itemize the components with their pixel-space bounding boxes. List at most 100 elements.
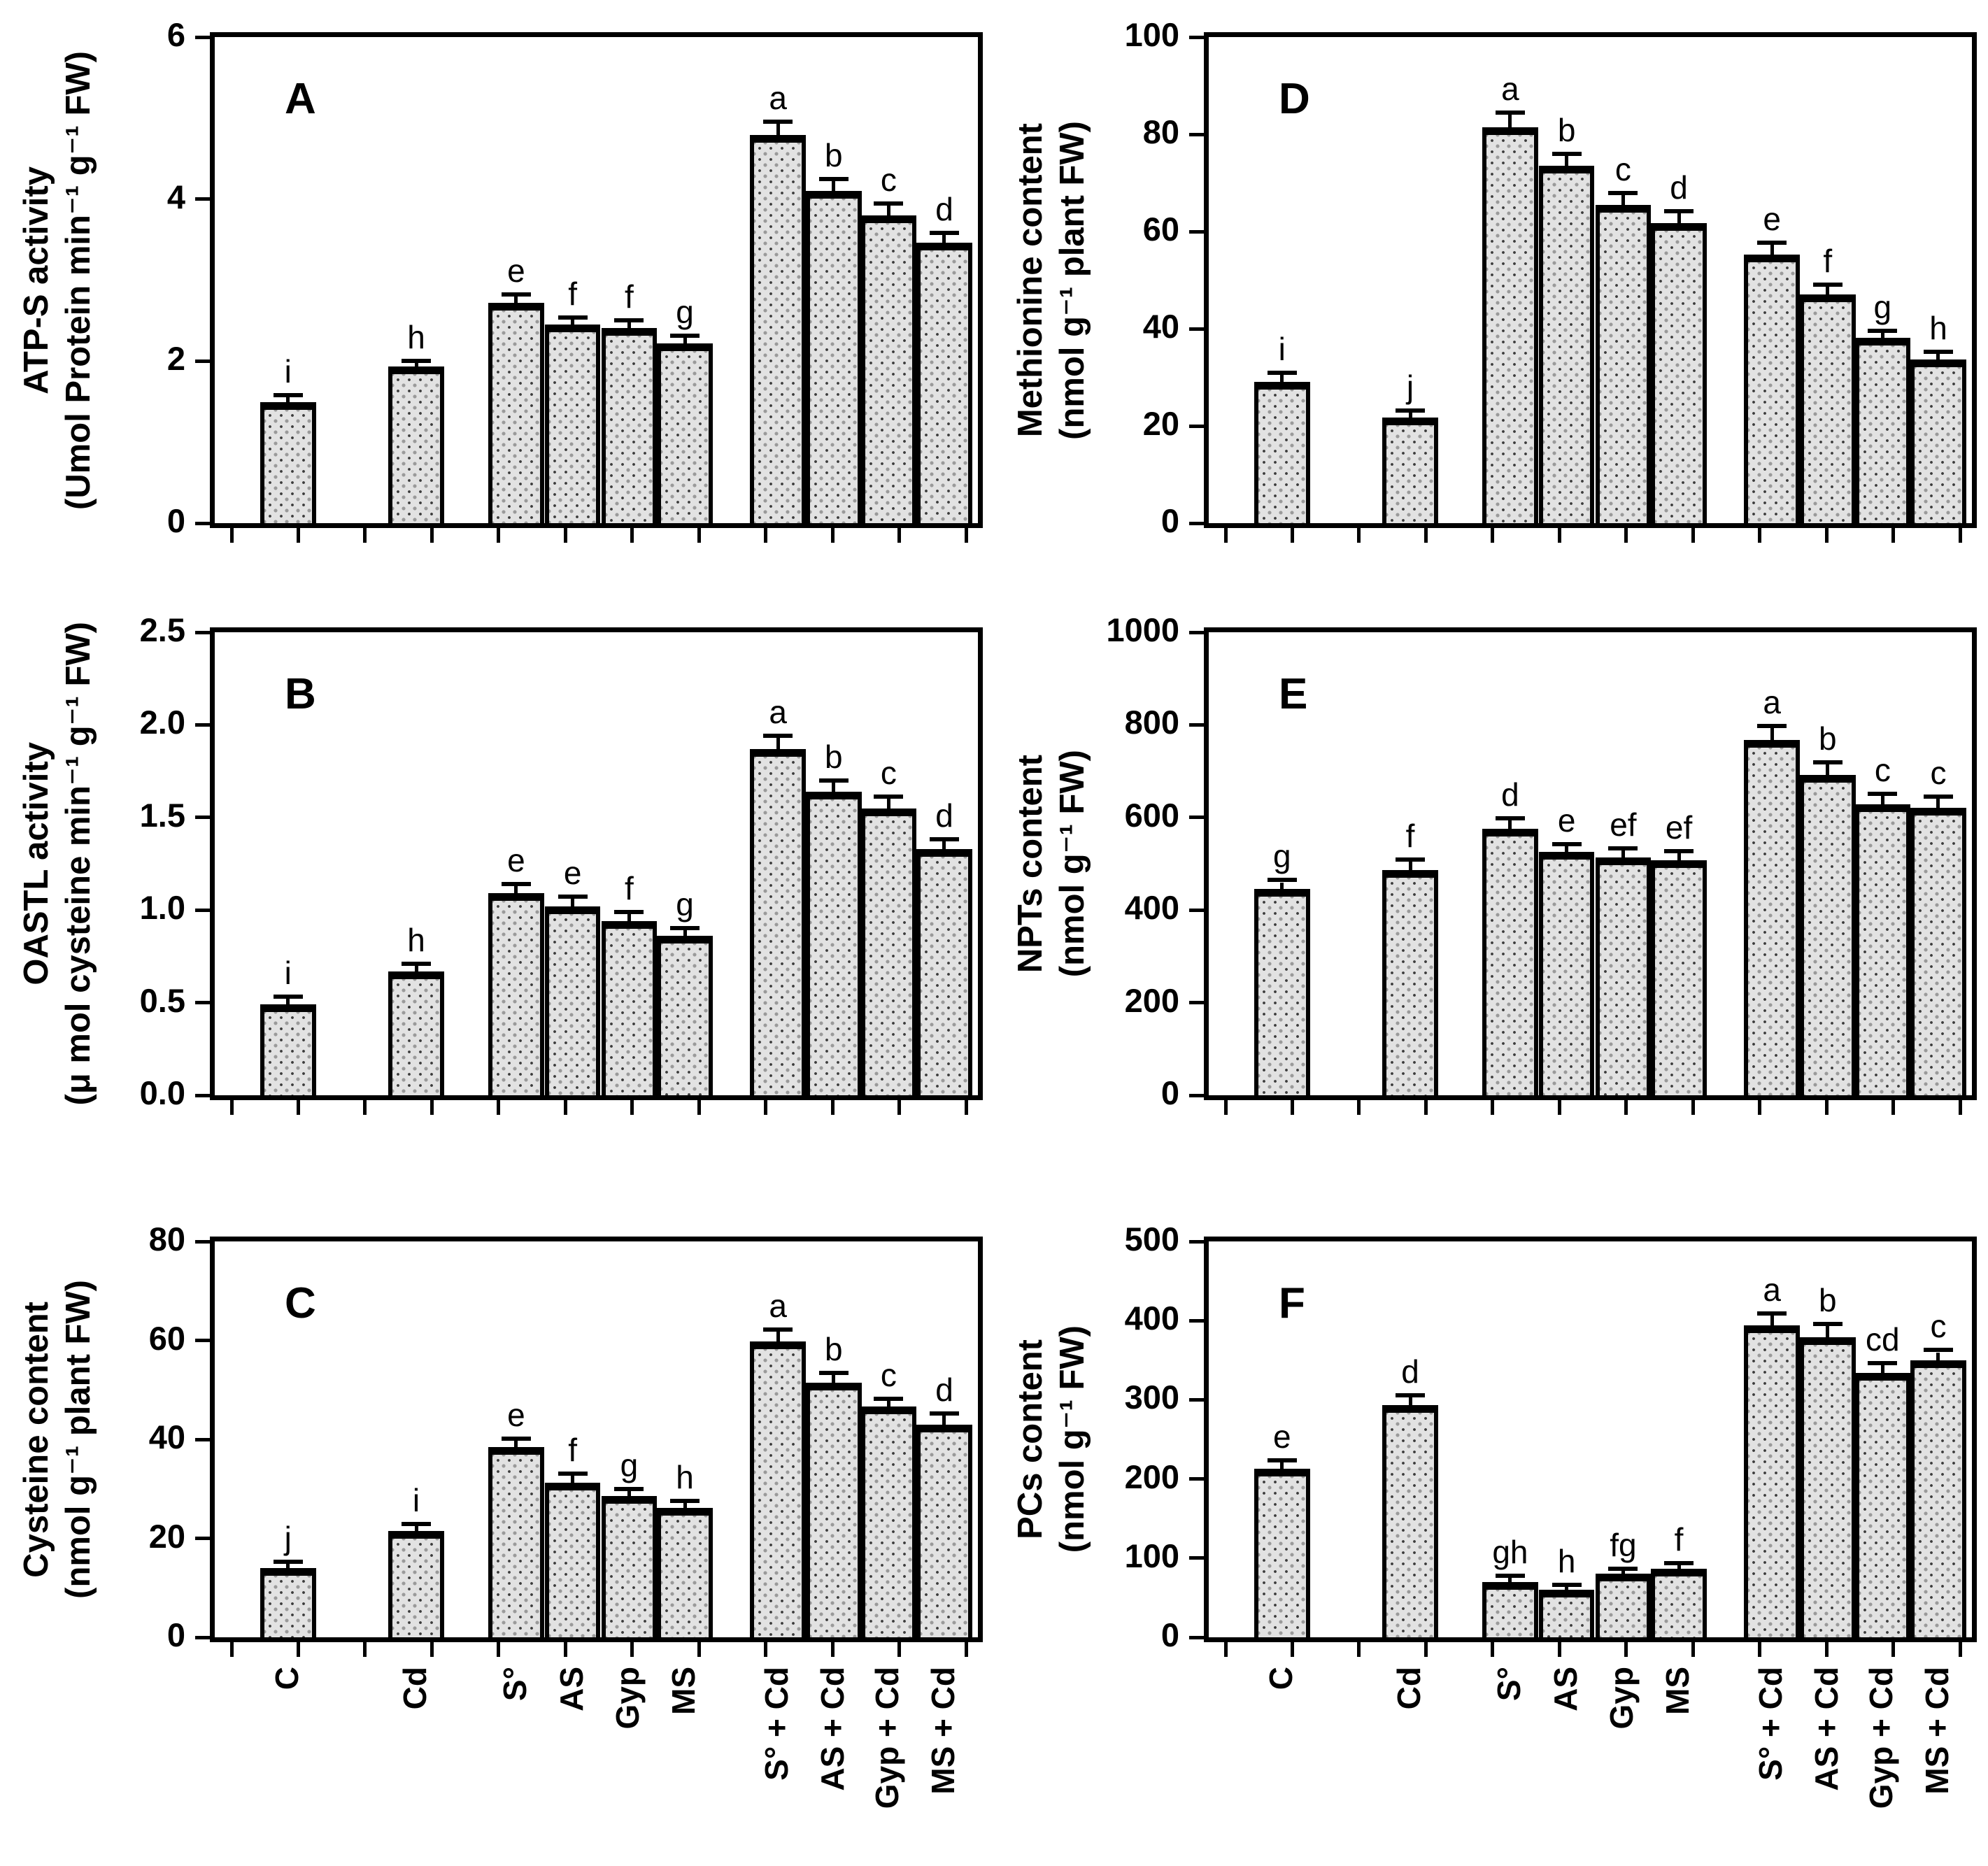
x-tick — [563, 1100, 567, 1115]
sig-letter-C-4: f — [568, 1431, 578, 1468]
y-axis-title-A: ATP-S activity (Umol Protein min⁻¹ g⁻¹ FW… — [10, 37, 105, 523]
x-tick — [497, 1642, 501, 1657]
x-tick — [1958, 528, 1962, 543]
bar-E-S° — [1482, 828, 1538, 1095]
y-tick-label: 500 — [1124, 1220, 1179, 1258]
sig-letter-B-10: d — [935, 797, 953, 834]
x-tick — [1624, 1642, 1628, 1657]
x-tick — [229, 1642, 234, 1657]
y-axis-title-line1: Methionine content — [1011, 122, 1050, 438]
x-tick — [1357, 528, 1361, 543]
sig-letter-C-10: d — [935, 1372, 953, 1409]
error-bar-cap — [1923, 1348, 1953, 1353]
error-bar-cap — [1396, 408, 1426, 413]
sig-letter-A-2: h — [407, 318, 425, 355]
x-category-label-MS + Cd: MS + Cd — [924, 1667, 961, 1795]
error-bar-cap — [501, 1437, 531, 1441]
sig-letter-B-5: f — [625, 869, 634, 906]
bar-E-MS + Cd — [1910, 807, 1966, 1095]
bar-E-Cd — [1382, 869, 1438, 1095]
sig-letter-A-7: a — [769, 79, 787, 116]
error-bar-cap — [763, 733, 793, 738]
sig-letter-D-7: e — [1763, 201, 1781, 238]
error-bar-cap — [1495, 816, 1525, 820]
bar-E-Gyp + Cd — [1854, 804, 1911, 1095]
x-tick — [563, 528, 567, 543]
x-tick — [1423, 1642, 1428, 1657]
bar-E-C — [1254, 889, 1310, 1095]
y-tick-label: 800 — [1124, 704, 1179, 741]
y-tick — [195, 1437, 210, 1441]
error-bar-cap — [558, 315, 588, 320]
sig-letter-A-1: i — [284, 353, 292, 390]
error-bar-whisker — [886, 799, 890, 813]
bar-E-Gyp — [1595, 857, 1652, 1095]
y-tick — [1189, 1318, 1204, 1323]
y-tick — [195, 197, 210, 201]
y-tick-label: 1.0 — [139, 889, 185, 927]
error-bar-cap — [402, 358, 432, 363]
error-bar-cap — [614, 1486, 644, 1491]
error-bar-whisker — [1621, 194, 1625, 209]
y-tick-label: 2.0 — [139, 704, 185, 741]
error-bar-whisker — [942, 234, 946, 248]
y-tick — [1189, 816, 1204, 820]
bar-E-AS + Cd — [1799, 774, 1856, 1095]
panel-E-plot-box: E 0 200 400 600 800 1000 NPTs content (nmol g⁻¹ … — [1011, 613, 1977, 1115]
y-tick — [1189, 35, 1204, 39]
sig-letter-E-6: ef — [1665, 809, 1693, 846]
y-tick — [195, 1239, 210, 1244]
error-bar-whisker — [1677, 853, 1681, 864]
error-bar-cap — [1267, 371, 1297, 376]
sig-letter-E-8: b — [1819, 720, 1837, 757]
x-tick — [1758, 1642, 1762, 1657]
x-tick — [1624, 528, 1628, 543]
error-bar-whisker — [1508, 1578, 1512, 1586]
error-bar-cap — [1608, 190, 1638, 195]
bar-D-AS — [1538, 166, 1595, 523]
y-tick — [1189, 424, 1204, 428]
sig-letter-F-4: h — [1557, 1542, 1576, 1579]
x-tick — [964, 528, 968, 543]
error-bar-whisker — [1280, 1462, 1284, 1473]
y-tick — [195, 359, 210, 363]
panel-label-A: A — [285, 75, 316, 123]
panel-label-E: E — [1279, 670, 1308, 718]
y-tick — [195, 1001, 210, 1005]
y-tick-label: 0 — [1160, 1616, 1179, 1653]
error-bar-whisker — [414, 1525, 418, 1535]
error-bar-cap — [501, 881, 531, 886]
error-bar-cap — [1923, 350, 1953, 355]
error-bar-whisker — [1770, 1316, 1774, 1330]
error-bar-whisker — [414, 362, 418, 371]
error-bar-whisker — [1936, 354, 1940, 364]
bar-F-Cd — [1382, 1405, 1438, 1637]
x-tick — [830, 1100, 835, 1115]
y-tick — [1189, 327, 1204, 331]
bar-D-Gyp + Cd — [1854, 338, 1911, 523]
x-tick — [1357, 1100, 1361, 1115]
error-bar-cap — [1552, 152, 1582, 157]
x-tick — [1290, 528, 1294, 543]
sig-letter-B-3: e — [507, 841, 525, 878]
x-tick — [630, 1100, 634, 1115]
x-tick — [1491, 528, 1495, 543]
x-tick — [964, 1642, 968, 1657]
x-tick — [1491, 1642, 1495, 1657]
bar-D-S° — [1482, 127, 1538, 523]
x-category-label-MS: MS — [1659, 1667, 1696, 1715]
error-bar-cap — [1495, 1574, 1525, 1579]
bar-D-C — [1254, 382, 1310, 523]
x-category-label-Gyp: Gyp — [609, 1667, 646, 1730]
error-bar-cap — [614, 318, 644, 322]
y-tick-label: 200 — [1124, 1458, 1179, 1495]
error-bar-whisker — [942, 1416, 946, 1429]
bar-C-C — [260, 1567, 316, 1637]
bar-C-AS + Cd — [805, 1382, 862, 1637]
y-axis-title-B: OASTL activity (μ mol cysteine min⁻¹ g⁻¹ … — [10, 622, 105, 1106]
x-tick — [497, 528, 501, 543]
y-tick — [1189, 1093, 1204, 1097]
x-tick — [1290, 1100, 1294, 1115]
error-bar-whisker — [514, 885, 518, 898]
sig-letter-D-6: d — [1670, 169, 1688, 206]
